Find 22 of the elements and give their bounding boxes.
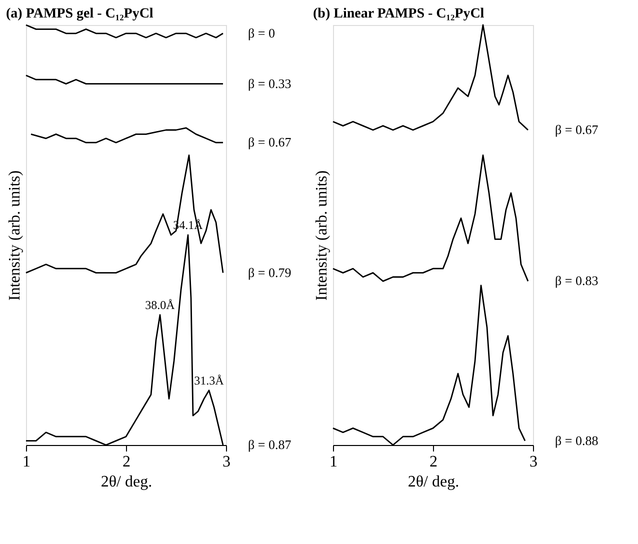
annotation: 31.3Å <box>194 373 224 388</box>
annotation: 38.0Å <box>145 298 176 312</box>
series-label: β = 0.33 <box>248 76 292 91</box>
x-tick-label: 2 <box>430 454 438 470</box>
series-label: β = 0 <box>248 25 275 40</box>
text: β = 0.83 <box>555 273 598 288</box>
y-axis-title: Intensity (arb. units) <box>314 170 330 301</box>
y-axis-title: Intensity (arb. units) <box>6 170 24 301</box>
x-axis-title: 2θ/ deg. <box>100 474 152 490</box>
text: β = 0.88 <box>555 432 598 448</box>
series-label: β = 0.79 <box>248 264 292 280</box>
x-tick-label: 3 <box>530 454 538 470</box>
text: β = 0.67 <box>555 122 599 137</box>
chart-title: (a) PAMPS gel - C₁₂PyCl <box>6 6 154 22</box>
x-tick-label: 2 <box>122 454 130 470</box>
x-axis-title: 2θ/ deg. <box>408 474 460 490</box>
x-tick-label: 1 <box>22 454 30 470</box>
series-label: β = 0.67 <box>248 134 292 150</box>
series-label: β = 0.87 <box>248 437 292 452</box>
x-tick-label: 3 <box>222 454 230 470</box>
chart-title: (b) Linear PAMPS - C₁₂PyCl <box>313 6 484 22</box>
x-tick-label: 1 <box>330 454 338 470</box>
